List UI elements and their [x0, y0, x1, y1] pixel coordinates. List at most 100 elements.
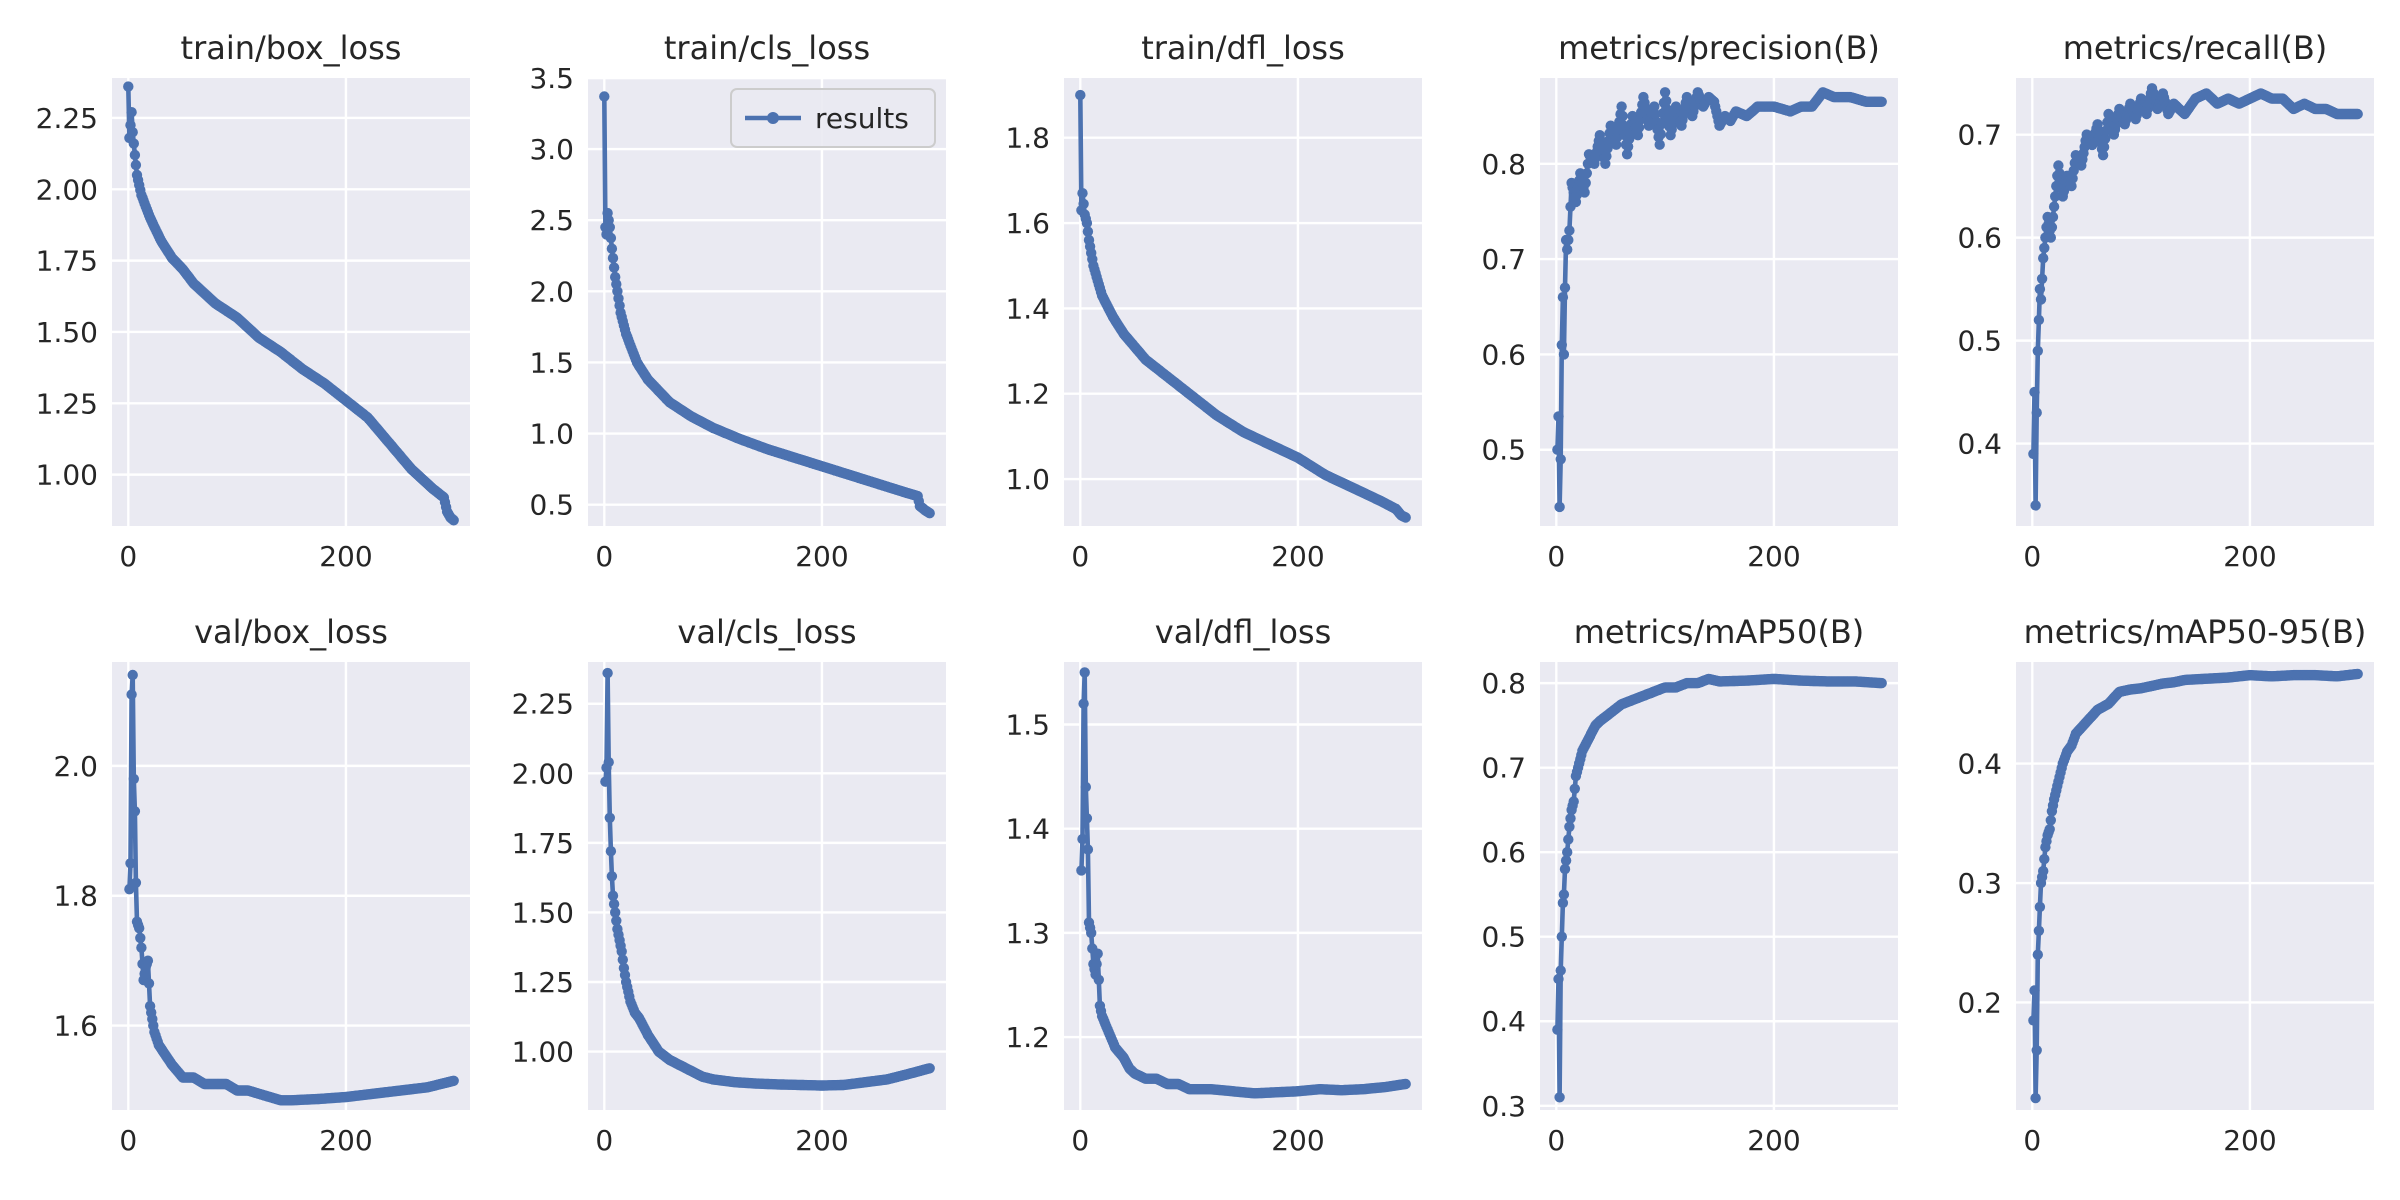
data-point — [2032, 345, 2044, 357]
subplot-title: val/dfl_loss — [1155, 613, 1332, 651]
data-point — [1661, 95, 1672, 107]
data-point — [604, 222, 615, 233]
y-tick-label: 1.0 — [529, 418, 574, 451]
data-point — [2097, 150, 2109, 161]
data-point — [1564, 225, 1575, 236]
data-point — [608, 898, 620, 910]
subplot-title: metrics/precision(B) — [1558, 29, 1880, 67]
data-point — [2039, 242, 2050, 254]
data-point — [605, 232, 617, 244]
x-tick-label: 200 — [1271, 1124, 1324, 1157]
data-point — [616, 946, 627, 957]
x-tick-label: 200 — [2223, 540, 2276, 573]
data-point — [126, 107, 137, 118]
data-point — [1555, 965, 1566, 976]
subplot-4: 0.5 0.6 0.7 0.8 0 200 metrics/precision(B) — [1481, 29, 1898, 573]
series-markers — [1552, 87, 1887, 513]
data-point — [2030, 1092, 2041, 1104]
y-tick-label: 0.6 — [1481, 338, 1526, 371]
x-tick-label: 200 — [795, 540, 848, 573]
data-point — [607, 890, 619, 901]
y-tick-label: 1.25 — [512, 966, 574, 999]
data-point — [617, 954, 628, 965]
y-tick-label: 1.3 — [1005, 917, 1050, 950]
data-point — [2068, 165, 2079, 176]
data-point — [1079, 667, 1090, 678]
legend: results — [730, 88, 936, 148]
data-point — [1092, 948, 1103, 959]
data-point — [1554, 1092, 1565, 1103]
x-tick-label: 0 — [1071, 540, 1089, 573]
data-point — [2034, 283, 2046, 295]
y-tick-label: 2.00 — [36, 173, 98, 206]
data-point — [602, 667, 613, 679]
y-tick-label: 1.4 — [1005, 813, 1050, 846]
series-markers — [2028, 668, 2363, 1104]
data-point — [127, 669, 138, 681]
subplot-title: val/box_loss — [194, 613, 388, 651]
data-point — [603, 757, 614, 768]
data-point — [143, 978, 155, 989]
x-tick-label: 0 — [2023, 540, 2041, 573]
data-point — [128, 138, 139, 149]
data-point — [1581, 168, 1593, 179]
y-tick-label: 0.4 — [1957, 748, 2002, 781]
y-tick-label: 0.2 — [1957, 986, 2002, 1019]
y-tick-label: 0.3 — [1957, 867, 2002, 900]
y-tick-label: 1.00 — [36, 459, 98, 492]
data-point — [1080, 781, 1092, 793]
data-point — [1553, 973, 1564, 985]
data-point — [2098, 141, 2110, 153]
data-point — [1557, 897, 1569, 909]
data-point — [924, 1063, 935, 1074]
data-point — [1559, 282, 1571, 293]
data-point — [1554, 501, 1565, 513]
subplot-7: 1.00 1.25 1.50 1.75 2.00 2.25 0 200 val/cls_loss — [512, 613, 946, 1157]
data-point — [1082, 226, 1094, 237]
data-point — [134, 923, 145, 934]
subplot-title: metrics/mAP50(B) — [1574, 613, 1865, 651]
x-tick-label: 200 — [1271, 540, 1324, 573]
data-point — [2038, 865, 2049, 877]
data-point — [1556, 931, 1568, 942]
plot-area — [112, 78, 470, 526]
legend-label: results — [815, 102, 909, 135]
data-point — [1617, 110, 1628, 122]
y-tick-label: 2.0 — [529, 275, 574, 308]
y-tick-label: 1.2 — [1005, 378, 1050, 411]
y-tick-label: 1.75 — [512, 827, 574, 860]
y-tick-label: 0.7 — [1957, 119, 2002, 152]
y-tick-label: 0.5 — [529, 489, 574, 522]
data-point — [1562, 847, 1573, 858]
data-point — [599, 91, 610, 102]
x-tick-label: 0 — [119, 540, 137, 573]
data-point — [2031, 1045, 2042, 1056]
data-point — [1078, 698, 1089, 709]
legend-marker — [767, 112, 779, 124]
data-point — [2028, 1015, 2039, 1026]
data-point — [1078, 198, 1089, 210]
subplot-title: metrics/recall(B) — [2063, 29, 2328, 67]
y-tick-label: 1.00 — [512, 1036, 574, 1069]
data-point — [2039, 853, 2050, 865]
plot-area — [588, 662, 946, 1110]
data-point — [2067, 173, 2078, 184]
data-point — [2352, 108, 2363, 120]
y-tick-label: 0.8 — [1481, 148, 1526, 181]
data-point — [142, 955, 154, 966]
data-point — [123, 81, 134, 92]
data-point — [1602, 143, 1613, 154]
y-tick-label: 1.50 — [512, 896, 574, 929]
data-point — [1650, 109, 1661, 120]
data-point — [1565, 813, 1576, 824]
y-tick-label: 0.4 — [1957, 428, 2002, 461]
data-point — [2034, 901, 2046, 913]
data-point — [1876, 96, 1887, 108]
data-point — [1081, 217, 1093, 229]
data-point — [1569, 783, 1581, 794]
x-tick-label: 0 — [595, 540, 613, 573]
data-point — [125, 858, 136, 869]
plot-area — [2016, 662, 2374, 1110]
data-point — [1564, 821, 1575, 832]
data-point — [128, 773, 139, 785]
